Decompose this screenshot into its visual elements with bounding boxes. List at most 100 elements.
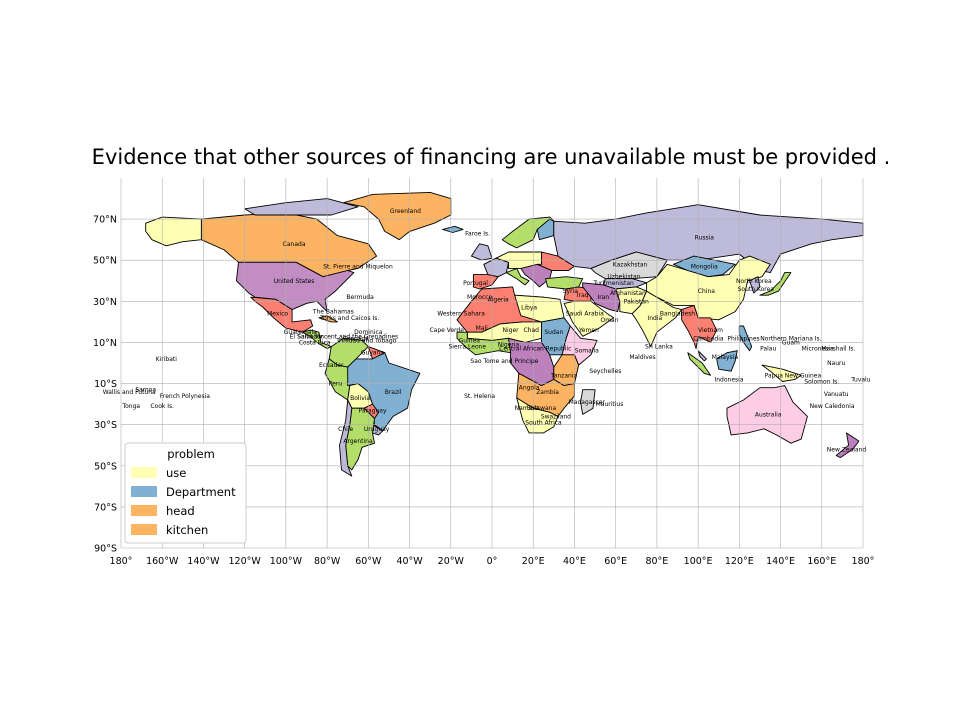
legend-swatch [131, 524, 157, 535]
country-label: Afghanistan [610, 290, 646, 297]
y-tick-label: 10°S [94, 379, 117, 390]
country-label: Chad [523, 327, 539, 334]
country-malaysia [697, 350, 707, 362]
country-label: Morocco [467, 294, 492, 301]
legend-label: use [166, 466, 186, 480]
country-label: Tanzania [550, 372, 577, 379]
country-label: Tonga [121, 403, 140, 410]
country-polygons [145, 191, 864, 477]
country-label: Kiribati [156, 356, 178, 363]
country-label: Iran [597, 294, 609, 301]
country-label: Ecuador [319, 362, 344, 369]
country-label: Sudan [544, 329, 563, 336]
x-tick-label: 180° [110, 556, 133, 567]
country-label: Seychelles [589, 368, 621, 375]
country-label: Oman [600, 317, 618, 324]
country-italy [505, 267, 530, 286]
country-label: St. Helena [464, 393, 495, 400]
y-tick-label: 30°N [93, 297, 117, 308]
country-label: Somalia [575, 348, 599, 355]
country-label: Guinea [459, 337, 481, 344]
legend-items: use Department head kitchen [131, 466, 236, 537]
country-label: Australia [755, 411, 782, 418]
y-tick-label: 10°N [93, 338, 117, 349]
x-tick-label: 160°E [807, 556, 836, 567]
country-label: Turkmenistan [592, 280, 634, 287]
country-chile [339, 399, 353, 477]
legend-title: problem [167, 447, 215, 461]
country-label: Grenada [343, 335, 369, 342]
country-label: Turks and Caicos Is. [319, 315, 379, 322]
country-label: India [647, 315, 662, 322]
legend-label: kitchen [166, 523, 208, 537]
country-label: Portugal [463, 280, 488, 287]
x-tick-label: 100°W [270, 556, 303, 567]
country-label: Bolivia [350, 395, 370, 402]
country-russia [553, 204, 864, 274]
country-label: Western Sahara [437, 311, 485, 318]
country-label: Angola [519, 385, 540, 392]
country-label: Yemen [578, 327, 599, 334]
country-label: China [698, 288, 715, 295]
country-label: El Salvador [290, 333, 324, 340]
country-label: Russia [695, 235, 715, 242]
country-alaska [145, 216, 202, 247]
country-label: Nigeria [498, 342, 520, 349]
country-label: Swaziland [541, 413, 571, 420]
country-label: Algeria [488, 296, 509, 303]
country-label: Cook Is. [150, 403, 174, 410]
country-label: Namibia [515, 405, 540, 412]
country-label: Guam [782, 339, 800, 346]
country-label: Syria [563, 288, 578, 295]
country-label: Vanuatu [824, 391, 849, 398]
country-label: Samoa [135, 387, 156, 394]
country-mexico [250, 296, 314, 333]
country-label: North Korea [736, 278, 772, 285]
country-label: Saint Vincent and the Grenadines [297, 333, 398, 340]
country-label: Guyana [361, 350, 384, 357]
country-label: Madagascar [569, 399, 606, 406]
y-tick-label: 30°S [94, 420, 117, 431]
country-label: South Africa [525, 420, 562, 427]
country-label: Kazakhstan [613, 261, 648, 268]
legend-label: head [166, 504, 195, 518]
country-label: Indonesia [714, 376, 743, 383]
country-label: Greenland [390, 208, 421, 215]
country-label: Bangladesh [660, 311, 695, 318]
country-label: Costa Rica [299, 339, 331, 346]
country-label: Saudi Arabia [566, 311, 604, 318]
country-label: French Polynesia [160, 393, 210, 400]
country-label: St. Pierre and Miquelon [323, 263, 393, 270]
country-new-zealand [835, 432, 860, 459]
x-tick-label: 20°E [522, 556, 545, 567]
country-label: Tuvalu [850, 376, 870, 383]
x-tick-label: 60°W [355, 556, 382, 567]
country-label: Argentina [343, 438, 373, 445]
country-label: Central African Republic [499, 346, 571, 353]
x-tick-label: 160°W [146, 556, 179, 567]
country-borneo [716, 350, 738, 372]
country-label: Bermuda [346, 294, 374, 301]
country-label: Cape Verde [429, 327, 464, 334]
country-label: Mali [476, 325, 489, 332]
country-label: Libya [521, 305, 537, 312]
x-tick-label: 180° [852, 556, 875, 567]
country-label: Mongolia [691, 263, 718, 270]
country-label: South Korea [738, 286, 775, 293]
country-sumatra [687, 352, 711, 376]
legend-swatch [131, 505, 157, 516]
country-label: Solomon Is. [804, 379, 839, 386]
country-label: Mexico [267, 311, 288, 318]
country-label: Uzbekistan [607, 274, 640, 281]
country-label: Peru [329, 381, 343, 388]
country-label: Papua New Guinea [765, 372, 822, 379]
country-korea [749, 276, 761, 294]
country-label: Niger [503, 327, 520, 334]
country-label: Micronesia [802, 346, 834, 353]
country-label: Dominica [354, 329, 383, 336]
country-label: Chile [338, 426, 353, 433]
country-label: Sri Lanka [645, 344, 673, 351]
country-label: Paraguay [358, 407, 386, 414]
x-tick-label: 140°E [766, 556, 795, 567]
legend: problem use Department head kitchen [124, 442, 247, 544]
